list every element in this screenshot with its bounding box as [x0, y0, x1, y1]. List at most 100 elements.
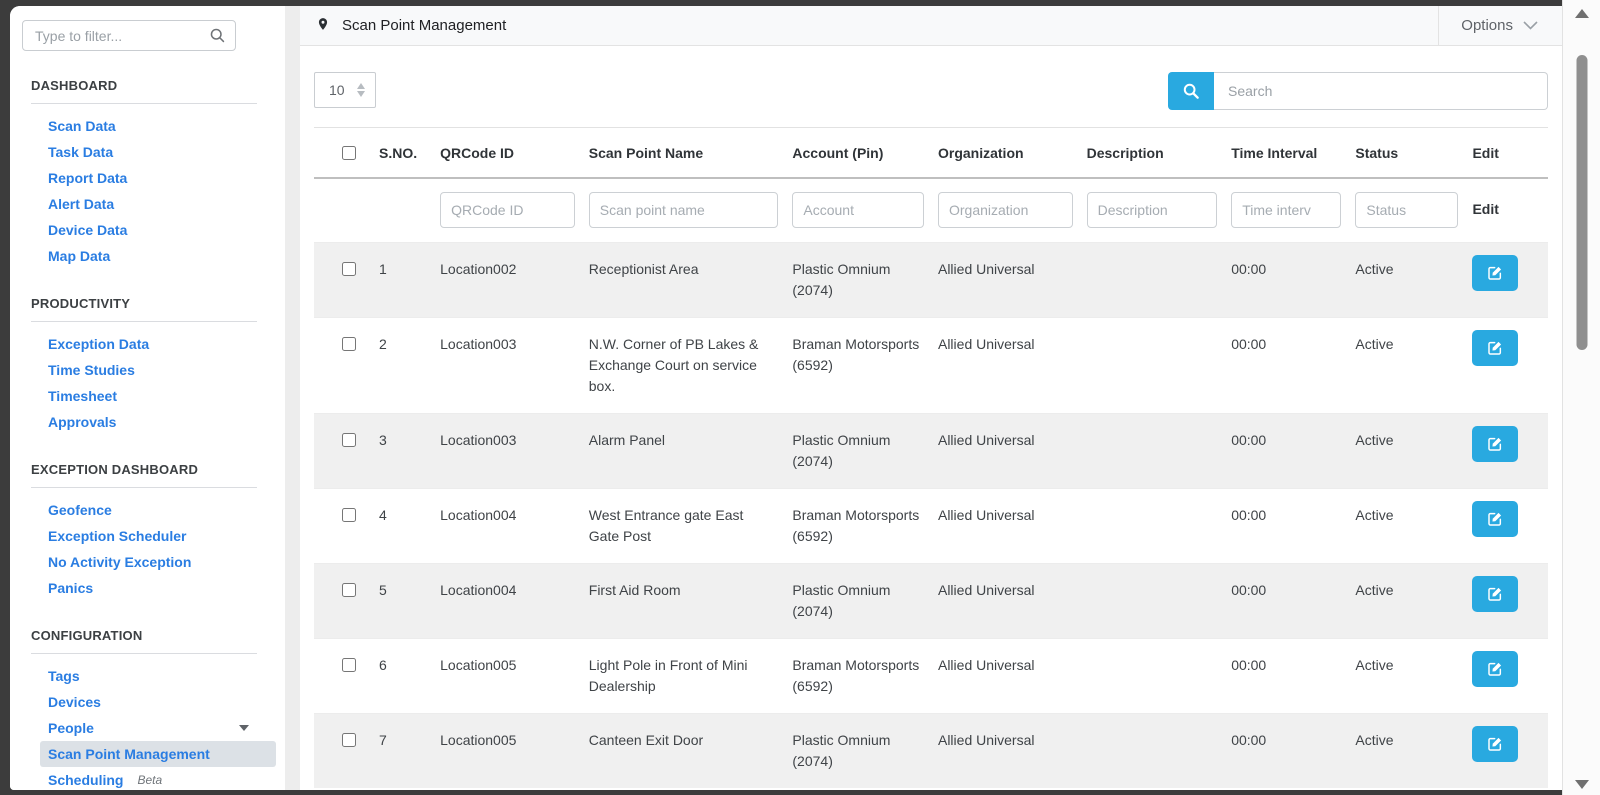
row-checkbox[interactable] [342, 583, 356, 597]
filter-scan-point-name-input[interactable] [588, 192, 779, 228]
sidebar-item-timesheet[interactable]: Timesheet [48, 388, 117, 404]
row-checkbox[interactable] [342, 262, 356, 276]
edit-row-button[interactable] [1472, 651, 1519, 687]
filter-description-input[interactable] [1086, 192, 1218, 228]
cell-qrcode: Location005 [440, 657, 517, 673]
sidebar-item-approvals[interactable]: Approvals [48, 414, 117, 430]
col-header-edit: Edit [1472, 145, 1499, 161]
cell-status: Active [1355, 657, 1394, 673]
search-icon [1183, 83, 1199, 99]
sidebar-item-scan-data[interactable]: Scan Data [48, 118, 116, 134]
cell-account: Braman Motorsports (6592) [792, 507, 920, 544]
cell-description [1081, 489, 1226, 564]
cell-sno: 3 [379, 432, 387, 448]
sidebar-item-exception-scheduler[interactable]: Exception Scheduler [48, 528, 187, 544]
search-input[interactable] [1214, 72, 1548, 110]
table-row: 3 Location003 Alarm Panel Plastic Omnium… [314, 413, 1548, 489]
col-header-description: Description [1086, 145, 1164, 161]
table-row: 1 Location002 Receptionist Area Plastic … [314, 242, 1548, 318]
cell-scan-point-name: Canteen Exit Door [588, 732, 704, 748]
sidebar-filter-input[interactable] [23, 21, 235, 50]
edit-icon [1488, 266, 1502, 280]
filter-status-input[interactable] [1355, 192, 1459, 228]
row-checkbox[interactable] [342, 433, 356, 447]
sidebar-item-scan-point-management[interactable]: Scan Point Management [40, 741, 276, 767]
section-title-productivity: PRODUCTIVITY [31, 296, 131, 311]
edit-row-button[interactable] [1472, 426, 1519, 462]
row-checkbox[interactable] [342, 658, 356, 672]
edit-row-button[interactable] [1472, 576, 1519, 612]
cell-status: Active [1355, 732, 1394, 748]
scrollbar-thumb[interactable] [1576, 55, 1587, 350]
sidebar-item-time-studies[interactable]: Time Studies [48, 362, 135, 378]
sidebar-item-tags[interactable]: Tags [48, 668, 80, 684]
divider [31, 653, 257, 654]
cell-organization: Allied Universal [937, 261, 1035, 277]
cell-status: Active [1355, 336, 1394, 352]
filter-qrcode-input[interactable] [440, 192, 575, 228]
cell-qrcode: Location004 [440, 582, 517, 598]
cell-status: Active [1355, 582, 1394, 598]
options-button[interactable]: Options [1438, 6, 1562, 45]
sidebar-item-device-data[interactable]: Device Data [48, 222, 128, 238]
sidebar-item-alert-data[interactable]: Alert Data [48, 196, 115, 212]
sidebar-item-panics[interactable]: Panics [48, 580, 94, 596]
row-checkbox[interactable] [342, 337, 356, 351]
col-header-organization: Organization [937, 145, 1024, 161]
filter-time-interval-input[interactable] [1231, 192, 1342, 228]
row-checkbox[interactable] [342, 508, 356, 522]
col-header-time-interval: Time Interval [1231, 145, 1318, 161]
search-icon [209, 27, 226, 49]
cell-scan-point-name: Receptionist Area [588, 261, 699, 277]
cell-account: Plastic Omnium (2074) [792, 732, 891, 769]
cell-status: Active [1355, 432, 1394, 448]
sidebar-item-devices[interactable]: Devices [48, 694, 101, 710]
cell-time-interval: 00:00 [1231, 261, 1267, 277]
cell-description [1081, 318, 1226, 414]
table-row: 2 Location003 N.W. Corner of PB Lakes & … [314, 317, 1548, 414]
section-title-configuration: CONFIGURATION [31, 628, 143, 643]
sidebar: DASHBOARD Scan Data Task Data Report Dat… [10, 6, 285, 790]
cell-scan-point-name: Alarm Panel [588, 432, 666, 448]
page-title: Scan Point Management [342, 17, 507, 34]
page-size-select[interactable]: 10 [314, 72, 376, 108]
edit-row-button[interactable] [1472, 255, 1519, 291]
cell-status: Active [1355, 261, 1394, 277]
cell-qrcode: Location002 [440, 261, 517, 277]
map-pin-icon [316, 15, 330, 37]
row-checkbox[interactable] [342, 733, 356, 747]
cell-organization: Allied Universal [937, 336, 1035, 352]
sidebar-item-geofence[interactable]: Geofence [48, 502, 112, 518]
scroll-up-arrow-icon[interactable] [1574, 9, 1589, 18]
cell-sno: 7 [379, 732, 387, 748]
edit-row-button[interactable] [1472, 501, 1519, 537]
edit-icon [1488, 587, 1502, 601]
cell-organization: Allied Universal [937, 507, 1035, 523]
scroll-down-arrow-icon[interactable] [1574, 780, 1589, 789]
sidebar-filter[interactable] [22, 20, 236, 51]
sidebar-item-map-data[interactable]: Map Data [48, 248, 111, 264]
cell-organization: Allied Universal [937, 657, 1035, 673]
cell-time-interval: 00:00 [1231, 732, 1267, 748]
sidebar-gutter [285, 6, 300, 790]
search-button[interactable] [1168, 72, 1214, 110]
edit-row-button[interactable] [1472, 726, 1519, 762]
cell-time-interval: 00:00 [1231, 582, 1267, 598]
sidebar-item-exception-data[interactable]: Exception Data [48, 336, 150, 352]
select-all-checkbox[interactable] [342, 146, 356, 160]
sidebar-item-task-data[interactable]: Task Data [48, 144, 114, 160]
vertical-scrollbar[interactable] [1562, 0, 1600, 795]
sidebar-item-no-activity-exception[interactable]: No Activity Exception [48, 554, 192, 570]
sidebar-item-scheduling[interactable]: Scheduling Beta [48, 772, 163, 788]
cell-sno: 5 [379, 582, 387, 598]
divider [31, 103, 257, 104]
filter-organization-input[interactable] [937, 192, 1073, 228]
beta-badge: Beta [137, 773, 163, 787]
cell-account: Plastic Omnium (2074) [792, 582, 891, 619]
sidebar-item-report-data[interactable]: Report Data [48, 170, 128, 186]
scan-points-table: S.NO. QRCode ID Scan Point Name Account … [314, 127, 1548, 788]
app-window: DASHBOARD Scan Data Task Data Report Dat… [10, 6, 1562, 790]
sidebar-item-people[interactable]: People [48, 715, 271, 741]
filter-account-input[interactable] [792, 192, 924, 228]
edit-row-button[interactable] [1472, 330, 1519, 366]
